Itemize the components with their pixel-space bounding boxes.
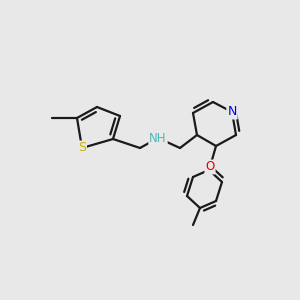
Text: NH: NH (149, 131, 167, 145)
Text: O: O (206, 160, 214, 173)
Text: S: S (78, 142, 86, 154)
Text: N: N (227, 106, 237, 118)
